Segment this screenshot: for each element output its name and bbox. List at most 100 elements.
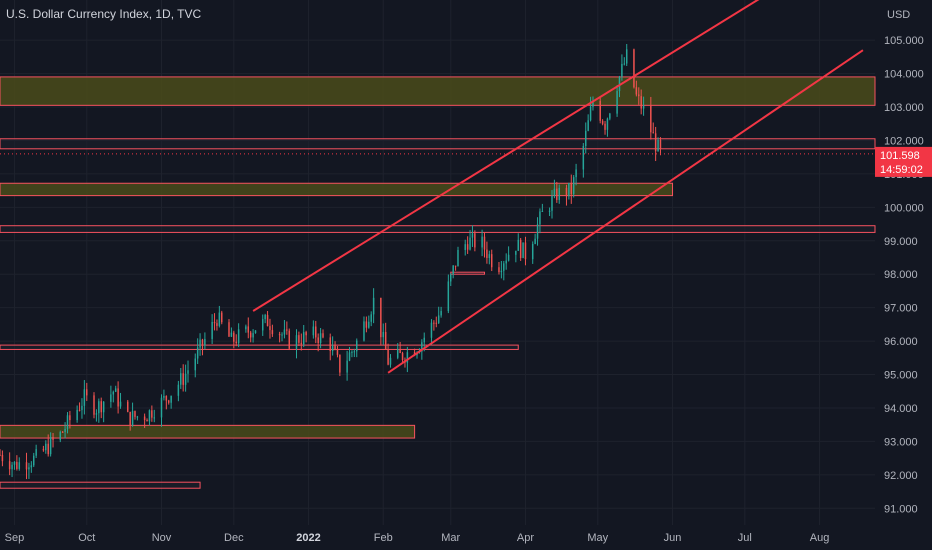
candle-body bbox=[471, 233, 474, 238]
candle-body bbox=[35, 449, 37, 456]
candle-body bbox=[638, 94, 640, 97]
candle-body bbox=[387, 349, 389, 365]
candle-body bbox=[194, 358, 196, 371]
candle-body bbox=[283, 329, 286, 335]
candle-body bbox=[83, 389, 86, 406]
candle-body bbox=[401, 353, 404, 361]
candle-body bbox=[515, 250, 517, 255]
candle-body bbox=[93, 395, 95, 415]
candle-body bbox=[380, 297, 382, 338]
candle-body bbox=[16, 461, 18, 469]
candle-body bbox=[466, 244, 469, 250]
candle-body bbox=[659, 139, 662, 149]
candle-body bbox=[271, 330, 274, 335]
candle-body bbox=[498, 267, 500, 273]
price-tick-label: 105.000 bbox=[884, 35, 924, 47]
candle-body bbox=[368, 321, 370, 328]
candle-body bbox=[211, 321, 213, 339]
candle-body bbox=[353, 351, 356, 353]
candle-body bbox=[110, 394, 112, 402]
candle-body bbox=[331, 345, 334, 352]
candle-body bbox=[196, 347, 199, 359]
candle-body bbox=[66, 415, 69, 429]
candle-body bbox=[548, 210, 551, 212]
candle-body bbox=[160, 397, 163, 418]
candle-body bbox=[317, 337, 319, 343]
time-tick-label: Jun bbox=[664, 532, 682, 544]
candle-body bbox=[184, 373, 187, 385]
candle-body bbox=[592, 100, 594, 107]
candle-body bbox=[365, 321, 368, 328]
candle-body bbox=[245, 326, 247, 330]
candle-body bbox=[657, 139, 659, 152]
candle-body bbox=[336, 349, 339, 355]
candle-body bbox=[249, 332, 252, 338]
candle-body bbox=[64, 428, 66, 432]
candle-body bbox=[143, 416, 146, 421]
candle-body bbox=[266, 314, 269, 327]
candle-body bbox=[534, 238, 536, 244]
candle-body bbox=[76, 409, 78, 421]
price-tick-label: 99.000 bbox=[884, 236, 918, 248]
zone-rect bbox=[0, 76, 876, 106]
candle-body bbox=[218, 312, 221, 326]
candle-body bbox=[334, 345, 336, 350]
candle-body bbox=[625, 49, 628, 64]
candle-body bbox=[589, 106, 592, 121]
time-tick-label: May bbox=[587, 532, 608, 544]
candle-body bbox=[13, 461, 16, 465]
candle-body bbox=[182, 373, 184, 385]
candle-body bbox=[100, 401, 102, 413]
zone-rect bbox=[0, 344, 519, 350]
candle-body bbox=[47, 443, 49, 455]
candle-body bbox=[329, 337, 331, 352]
candle-body bbox=[348, 352, 351, 361]
candle-body bbox=[117, 388, 119, 407]
time-tick-label: Dec bbox=[224, 532, 244, 544]
candle-body bbox=[582, 146, 585, 170]
candle-body bbox=[609, 113, 611, 119]
candle-body bbox=[406, 352, 409, 363]
price-tick-label: 103.000 bbox=[884, 102, 924, 114]
candle-body bbox=[61, 431, 64, 433]
candle-body bbox=[507, 254, 510, 261]
price-tick-label: 104.000 bbox=[884, 69, 924, 81]
candle-body bbox=[584, 130, 587, 147]
candle-body bbox=[481, 236, 483, 248]
candle-body bbox=[148, 410, 151, 422]
candle-body bbox=[281, 334, 283, 336]
time-tick-label: Nov bbox=[152, 532, 172, 544]
candle-body bbox=[286, 329, 288, 331]
candle-body bbox=[146, 420, 148, 422]
candle-body bbox=[430, 322, 433, 338]
candle-body bbox=[452, 265, 454, 275]
candle-body bbox=[399, 349, 401, 354]
candle-body bbox=[199, 339, 201, 348]
price-tick-label: 93.000 bbox=[884, 436, 918, 448]
zone-rect bbox=[0, 424, 416, 439]
candle-body bbox=[261, 319, 264, 331]
candle-body bbox=[356, 340, 358, 352]
time-tick-label: Mar bbox=[441, 532, 460, 544]
candle-body bbox=[551, 195, 553, 211]
candle-body bbox=[372, 297, 375, 315]
candle-body bbox=[177, 384, 180, 396]
time-axis[interactable]: Sep Oct Nov Dec 2022 Feb Mar Apr May Jun Jul Aug bbox=[5, 532, 830, 544]
trend-line-upper bbox=[252, 0, 760, 312]
candle-body bbox=[151, 410, 153, 418]
candle-body bbox=[11, 464, 13, 470]
candle-body bbox=[642, 105, 645, 109]
candle-body bbox=[541, 210, 544, 212]
candle-body bbox=[505, 260, 507, 264]
candle-body bbox=[503, 263, 505, 271]
candle-body bbox=[450, 274, 452, 282]
price-axis[interactable]: 91.000 92.000 93.000 94.000 95.000 96.000 97.0… bbox=[884, 35, 924, 515]
candle-body bbox=[0, 454, 1, 456]
candle-body bbox=[464, 244, 466, 251]
candle-body bbox=[180, 373, 182, 385]
zone-rect bbox=[0, 138, 876, 150]
price-tag-value: 101.598 bbox=[880, 150, 920, 162]
candle-body bbox=[618, 76, 621, 92]
candle-body bbox=[167, 400, 170, 403]
